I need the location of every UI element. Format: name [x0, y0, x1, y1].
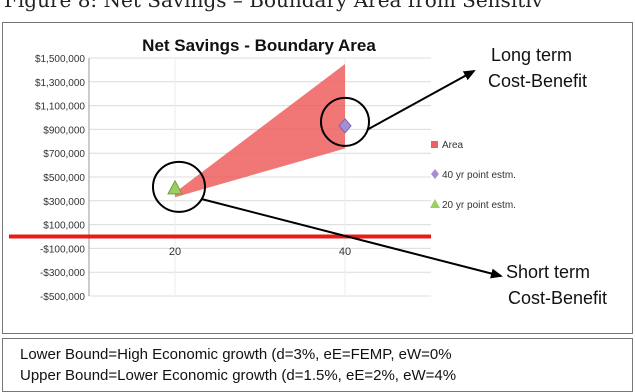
y-tick-label: $1,100,000 [35, 102, 85, 113]
long-term-arrow [366, 70, 476, 131]
legend-20yr-marker [430, 199, 440, 208]
bounds-note-box: Lower Bound=High Economic growth (d=3%, … [2, 338, 633, 392]
legend-area-label: Area [442, 140, 464, 151]
long-term-label-line1: Long term [491, 45, 572, 65]
point-20yr-marker [167, 179, 183, 195]
y-tick-label: $1,300,000 [35, 78, 85, 89]
y-tick-label: -$100,000 [40, 244, 85, 255]
point-40yr-marker [338, 118, 352, 134]
legend-40yr-marker [431, 169, 439, 179]
short-term-label-line2: Cost-Benefit [508, 288, 607, 308]
lower-bound-note: Lower Bound=High Economic growth (d=3%, … [20, 346, 452, 363]
y-tick-label: $300,000 [43, 197, 85, 208]
figure-caption: Figure 8: Net Savings – Boundary Area fr… [4, 0, 543, 12]
legend-20yr-label: 20 yr point estm. [442, 200, 516, 211]
legend-40yr-label: 40 yr point estm. [442, 170, 516, 181]
chart-title: Net Savings - Boundary Area [142, 36, 376, 55]
long-term-label-line2: Cost-Benefit [488, 71, 587, 91]
x-tick-label: 20 [169, 246, 181, 258]
y-tick-label: $500,000 [43, 173, 85, 184]
y-tick-label: $700,000 [43, 149, 85, 160]
y-tick-label: $1,500,000 [35, 54, 85, 65]
chart-frame: Net Savings - Boundary Area $1,500,000 $1,… [2, 22, 633, 334]
short-term-highlight-circle [152, 160, 206, 213]
y-tick-label: -$300,000 [40, 268, 85, 279]
long-term-highlight-circle [320, 96, 370, 147]
y-tick-label: -$500,000 [40, 292, 85, 303]
upper-bound-note: Upper Bound=Lower Economic growth (d=1.5… [20, 367, 457, 384]
y-tick-label: $100,000 [43, 221, 85, 232]
legend-area-swatch [431, 141, 438, 148]
net-savings-chart: Net Savings - Boundary Area $1,500,000 $1,… [9, 36, 607, 308]
short-term-label-line1: Short term [506, 262, 590, 282]
x-tick-label: 40 [339, 246, 351, 258]
boundary-area [175, 63, 345, 198]
y-tick-label: $900,000 [43, 125, 85, 136]
short-term-arrow [200, 197, 503, 279]
